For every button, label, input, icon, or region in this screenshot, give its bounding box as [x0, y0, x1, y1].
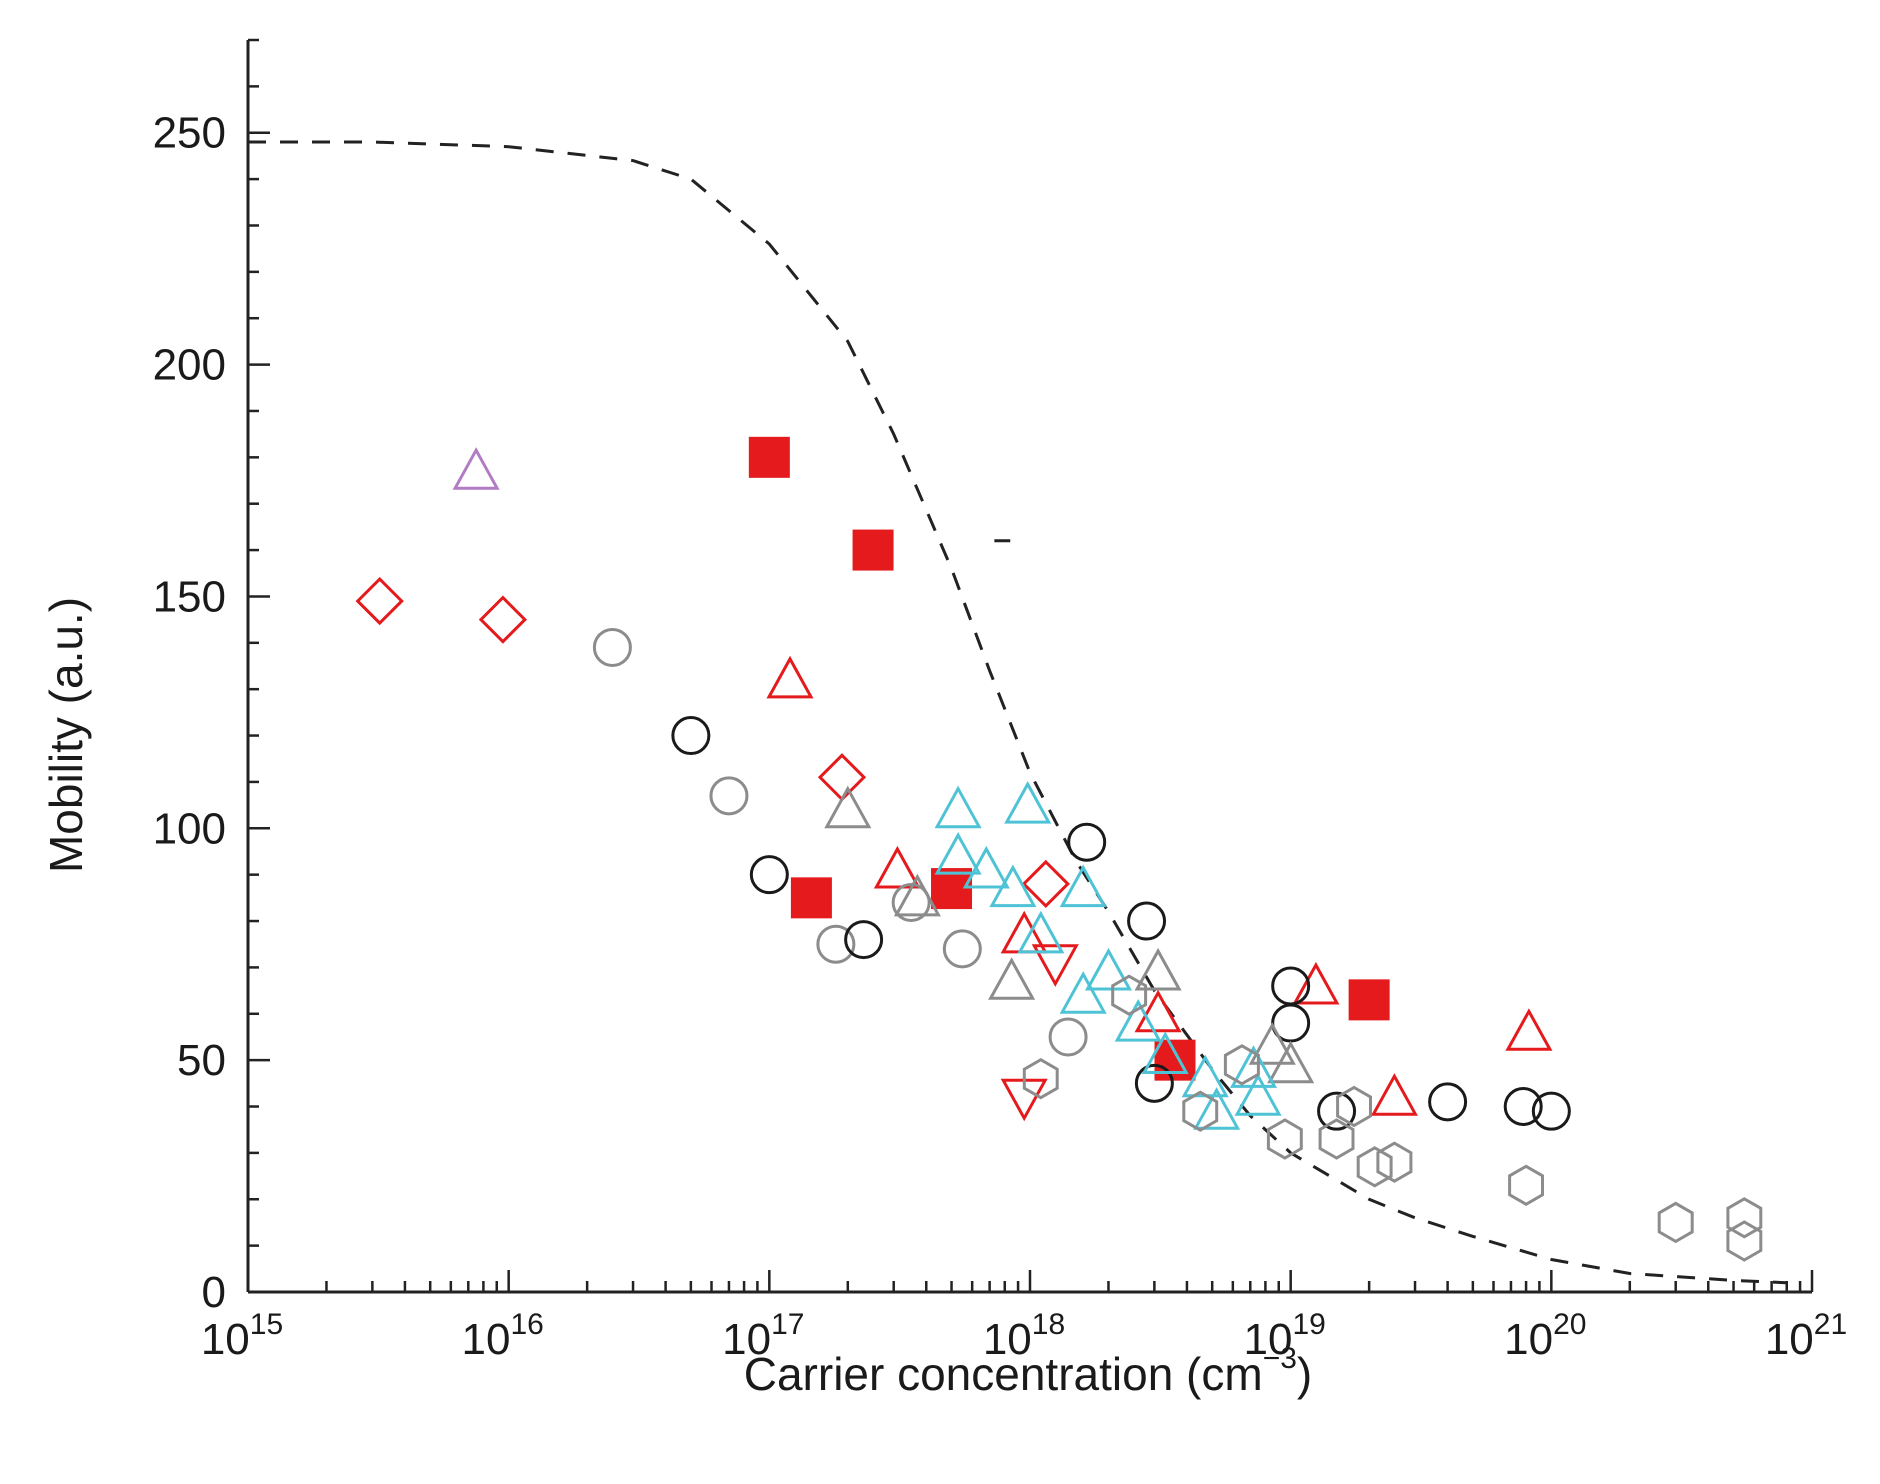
- red-open-triangles-up-point: [1370, 1073, 1418, 1116]
- x-tick-label: 1015: [201, 1308, 283, 1364]
- black-open-circles-point: [844, 920, 884, 960]
- dashed-fit-curve: [248, 140, 1787, 1285]
- purple-open-triangle-point: [452, 447, 500, 490]
- cyan-open-triangles-point: [934, 831, 982, 875]
- y-tick-label: 250: [153, 109, 226, 158]
- gray-open-triangles-point: [893, 873, 941, 917]
- red-filled-squares-point: [931, 868, 973, 910]
- gray-open-circles-point: [942, 929, 982, 969]
- cyan-open-triangles-point: [1193, 1087, 1241, 1130]
- gray-open-hexagons-point: [1318, 1118, 1355, 1160]
- label-layer: 0 50 100 150 200 250 1015 1016 1017 1018 1019 1020 1…: [153, 109, 1848, 1364]
- y-tick-label: 0: [202, 1268, 226, 1317]
- gray-open-triangles-point: [1248, 1022, 1296, 1065]
- black-open-circles-point: [749, 855, 789, 895]
- gray-open-circles-point: [709, 776, 749, 816]
- cyan-open-triangles-point: [1059, 864, 1107, 908]
- x-tick-label: 1019: [1244, 1308, 1326, 1364]
- gray-open-circles-point: [1048, 1017, 1088, 1057]
- black-open-circles-point: [1134, 1063, 1174, 1103]
- red-filled-squares-point: [1348, 979, 1390, 1021]
- black-open-circles-point: [1127, 901, 1167, 941]
- y-tick-label: 50: [177, 1036, 226, 1085]
- red-open-diamonds-point: [817, 753, 867, 802]
- x-tick-label: 1020: [1504, 1308, 1586, 1364]
- red-open-diamonds-point: [478, 595, 528, 644]
- y-tick-label: 100: [153, 804, 226, 853]
- x-tick-label: 1021: [1765, 1308, 1847, 1364]
- cyan-open-triangles-point: [1084, 947, 1133, 991]
- gray-open-hexagons-point: [1182, 1090, 1219, 1132]
- gray-open-hexagons-point: [1356, 1146, 1393, 1188]
- axis-layer: [246, 38, 1814, 1294]
- gray-open-hexagons-point: [1726, 1220, 1763, 1262]
- y-tick-label: 150: [153, 572, 226, 621]
- gray-open-triangles-point: [824, 785, 872, 829]
- gray-open-hexagons-point: [1223, 1044, 1260, 1086]
- cyan-open-triangles-point: [934, 785, 982, 829]
- black-open-circles-point: [671, 716, 711, 756]
- black-open-circles-point: [1503, 1087, 1543, 1127]
- gray-open-hexagons-point: [1266, 1118, 1303, 1160]
- curve-layer: [248, 140, 1787, 1285]
- cyan-open-triangles-point: [989, 864, 1037, 908]
- red-filled-squares-point: [748, 436, 790, 478]
- gray-open-hexagons-point: [1657, 1201, 1694, 1244]
- gray-open-hexagons-point: [1726, 1197, 1763, 1239]
- gray-open-hexagons-point: [1508, 1164, 1544, 1207]
- cyan-open-triangles-point: [1017, 910, 1065, 954]
- x-axis-title: Carrier concentration (cm−3): [744, 1342, 1312, 1400]
- gray-open-hexagons-point: [1111, 974, 1148, 1016]
- x-tick-label: 1016: [462, 1308, 544, 1364]
- x-tick-label: 1018: [983, 1308, 1065, 1364]
- red-open-triangles-up-point: [1134, 989, 1182, 1033]
- cyan-open-triangles-point: [1141, 1031, 1189, 1074]
- gray-open-circles-point: [891, 882, 931, 922]
- cyan-open-triangles-point: [962, 845, 1010, 889]
- gray-open-circles-point: [592, 627, 632, 667]
- black-open-circles-point: [1531, 1091, 1571, 1131]
- cyan-open-triangles-point: [1234, 1073, 1282, 1116]
- red-open-triangles-up-point: [766, 655, 814, 699]
- cyan-open-triangles-point: [1114, 998, 1162, 1042]
- gray-open-hexagons-point: [1022, 1057, 1059, 1100]
- red-open-triangles-up-point: [873, 845, 921, 889]
- red-open-triangles-up-point: [1292, 961, 1340, 1005]
- red-filled-squares-point: [790, 877, 832, 919]
- y-tick-label: 200: [153, 341, 226, 390]
- red-filled-squares-point: [852, 529, 894, 571]
- cyan-open-triangles-point: [1059, 971, 1107, 1014]
- gray-open-hexagons-point: [1376, 1141, 1413, 1183]
- x-tick-label: 1017: [722, 1308, 804, 1364]
- cyan-open-triangles-point: [1004, 780, 1052, 824]
- red-open-triangles-up-point: [1505, 1008, 1553, 1051]
- gray-open-hexagons-point: [1336, 1085, 1372, 1128]
- red-open-diamonds-point: [1021, 859, 1070, 909]
- red-open-triangles-down-point: [1031, 944, 1079, 987]
- red-open-diamonds-point: [355, 576, 404, 626]
- gray-open-circles-point: [816, 924, 856, 964]
- black-open-circles-point: [1428, 1082, 1468, 1122]
- gray-open-triangles-point: [1134, 947, 1182, 991]
- y-axis-title: Mobility (a.u.): [40, 597, 92, 873]
- gray-open-triangles-point: [1267, 1040, 1315, 1084]
- black-open-circles-point: [1317, 1091, 1357, 1131]
- black-open-circles-point: [1067, 822, 1107, 862]
- gray-open-triangles-point: [988, 957, 1036, 1000]
- marker-layer: [355, 436, 1763, 1262]
